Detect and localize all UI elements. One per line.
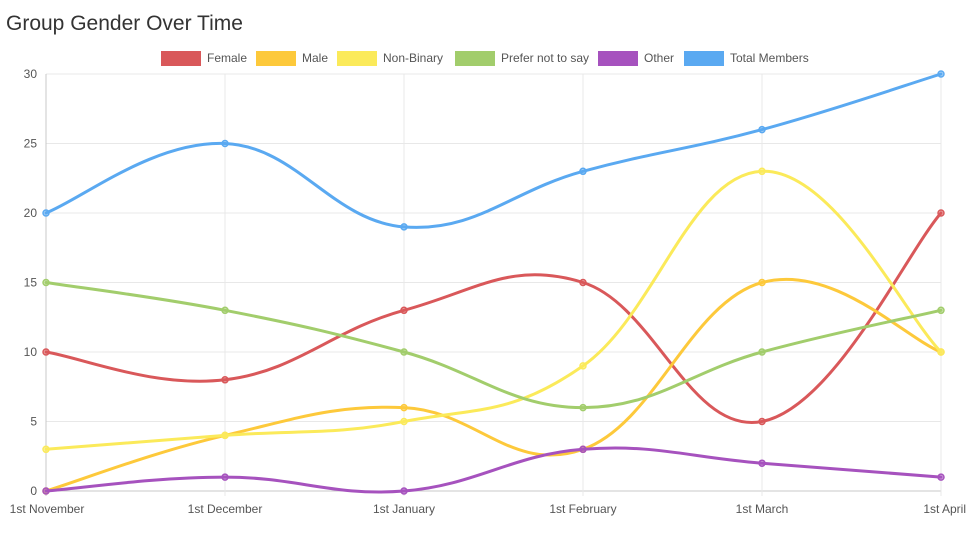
data-point-prefer-not-to-say[interactable] xyxy=(758,348,766,356)
series-non-binary xyxy=(42,167,945,454)
legend-swatch xyxy=(161,50,201,66)
data-point-other[interactable] xyxy=(758,459,766,467)
legend-label: Non-Binary xyxy=(383,51,444,65)
data-point-female[interactable] xyxy=(579,278,587,287)
y-tick-label: 0 xyxy=(30,484,37,498)
legend-label: Male xyxy=(302,51,329,65)
legend-item-total-members[interactable]: Total Members xyxy=(684,48,809,68)
gridlines xyxy=(45,73,942,496)
data-point-other[interactable] xyxy=(221,473,229,481)
y-tick-label: 30 xyxy=(24,67,38,81)
data-point-other[interactable] xyxy=(400,487,408,495)
data-point-other[interactable] xyxy=(579,445,587,454)
y-tick-label: 10 xyxy=(24,345,38,359)
y-tick-label: 5 xyxy=(30,415,37,429)
series-line-prefer-not-to-say xyxy=(44,281,943,410)
legend-label: Female xyxy=(207,51,248,65)
x-tick-label: 1st March xyxy=(736,502,789,516)
series-prefer-not-to-say xyxy=(42,278,945,412)
legend-swatch xyxy=(684,50,724,66)
series-other xyxy=(42,445,945,495)
series-line-male xyxy=(44,277,943,493)
legend-swatch xyxy=(598,50,638,66)
y-tick-label: 15 xyxy=(24,276,38,290)
data-point-other[interactable] xyxy=(42,487,50,495)
y-tick-label: 20 xyxy=(24,206,38,220)
data-point-total-members[interactable] xyxy=(937,70,945,78)
legend-item-male[interactable]: Male xyxy=(256,48,328,68)
x-tick-label: 1st January xyxy=(373,502,435,516)
series-line-female xyxy=(44,211,943,424)
data-point-female[interactable] xyxy=(758,417,766,426)
data-point-prefer-not-to-say[interactable] xyxy=(221,306,229,315)
data-point-total-members[interactable] xyxy=(221,139,229,148)
legend-swatch xyxy=(256,50,296,66)
series-line-total-members xyxy=(44,72,943,229)
data-point-prefer-not-to-say[interactable] xyxy=(42,278,50,287)
series-female xyxy=(42,209,945,426)
data-point-prefer-not-to-say[interactable] xyxy=(579,403,587,412)
x-tick-label: 1st December xyxy=(188,502,263,516)
data-point-total-members[interactable] xyxy=(400,223,408,231)
data-point-total-members[interactable] xyxy=(758,125,766,134)
legend-swatch xyxy=(455,50,495,66)
data-point-female[interactable] xyxy=(42,348,50,356)
data-point-total-members[interactable] xyxy=(42,209,50,217)
y-tick-label: 25 xyxy=(24,137,38,151)
series-line-non-binary xyxy=(44,169,943,451)
data-point-female[interactable] xyxy=(221,376,229,384)
data-point-non-binary[interactable] xyxy=(937,348,945,356)
legend-label: Prefer not to say xyxy=(501,51,590,65)
series-line-other xyxy=(44,446,943,494)
legend-swatch xyxy=(337,50,377,66)
legend-item-other[interactable]: Other xyxy=(598,48,674,68)
data-point-prefer-not-to-say[interactable] xyxy=(400,348,408,356)
x-tick-label: 1st April xyxy=(923,502,966,516)
data-point-female[interactable] xyxy=(937,209,945,217)
legend-item-female[interactable]: Female xyxy=(161,48,247,68)
data-point-other[interactable] xyxy=(937,473,945,481)
data-point-non-binary[interactable] xyxy=(221,431,229,440)
legend-item-non-binary[interactable]: Non-Binary xyxy=(337,48,443,68)
data-point-total-members[interactable] xyxy=(579,167,587,176)
data-point-female[interactable] xyxy=(400,306,408,315)
x-tick-label: 1st February xyxy=(549,502,616,516)
series-total-members xyxy=(42,70,945,231)
chart-title: Group Gender Over Time xyxy=(6,12,243,35)
data-point-non-binary[interactable] xyxy=(400,417,408,426)
legend-label: Other xyxy=(644,51,675,65)
data-point-male[interactable] xyxy=(758,278,766,287)
x-tick-label: 1st November xyxy=(10,502,85,516)
data-point-male[interactable] xyxy=(400,403,408,412)
data-point-non-binary[interactable] xyxy=(758,167,766,176)
data-point-prefer-not-to-say[interactable] xyxy=(937,306,945,315)
legend-label: Total Members xyxy=(730,51,809,65)
chart-legend: Female Male Non-Binary Prefer not to say Oth… xyxy=(0,48,969,68)
data-point-non-binary[interactable] xyxy=(42,445,50,454)
data-point-non-binary[interactable] xyxy=(579,362,587,370)
legend-item-prefer-not-to-say[interactable]: Prefer not to say xyxy=(455,48,589,68)
